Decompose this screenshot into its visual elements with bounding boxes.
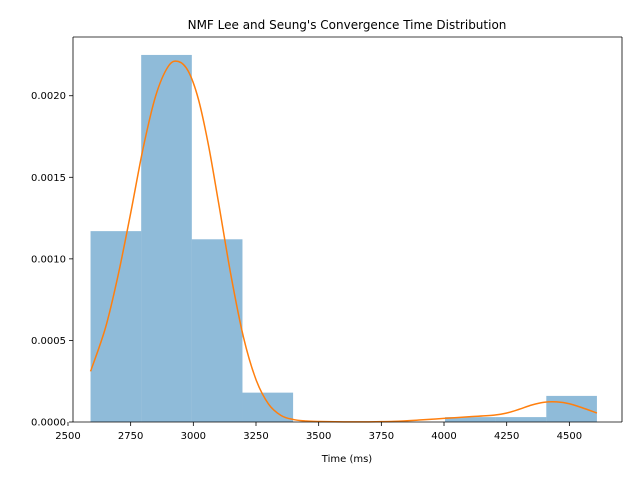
x-tick-label-7: 4250 [494,431,519,442]
y-tick-label-1: 0.0005 [31,336,66,347]
y-tick-label-0: 0.0000 [31,418,66,429]
axes [72,36,623,423]
histogram-bar-0 [90,231,142,422]
x-axis-ticks: 2500 2750 3000 3250 3500 3750 4000 4250 4500 [55,422,582,442]
histogram-bars [90,54,597,422]
histogram-bar-1 [141,54,192,422]
x-tick-label-8: 4500 [557,431,582,442]
x-tick-label-0: 2500 [55,431,80,442]
y-tick-label-3: 0.0015 [31,173,66,184]
histogram-bar-9 [546,395,597,422]
x-tick-label-6: 4000 [431,431,456,442]
x-axis-label: Time (ms) [321,454,373,465]
x-tick-label-4: 3500 [306,431,331,442]
x-tick-label-5: 3750 [369,431,394,442]
chart-title: NMF Lee and Seung's Convergence Time Dis… [188,18,507,32]
y-tick-label-4: 0.0020 [31,91,66,102]
x-tick-label-2: 3000 [181,431,206,442]
x-tick-label-1: 2750 [118,431,143,442]
y-tick-label-2: 0.0010 [31,254,66,265]
histogram-bar-2 [191,239,243,422]
y-axis-ticks: 0.0000 0.0005 0.0010 0.0015 0.0020 [31,91,73,429]
kde-curve [89,60,598,423]
histogram-bar-8 [495,417,547,422]
kde-line [89,60,598,423]
x-tick-label-3: 3250 [243,431,268,442]
histogram-bar-7 [445,417,496,422]
